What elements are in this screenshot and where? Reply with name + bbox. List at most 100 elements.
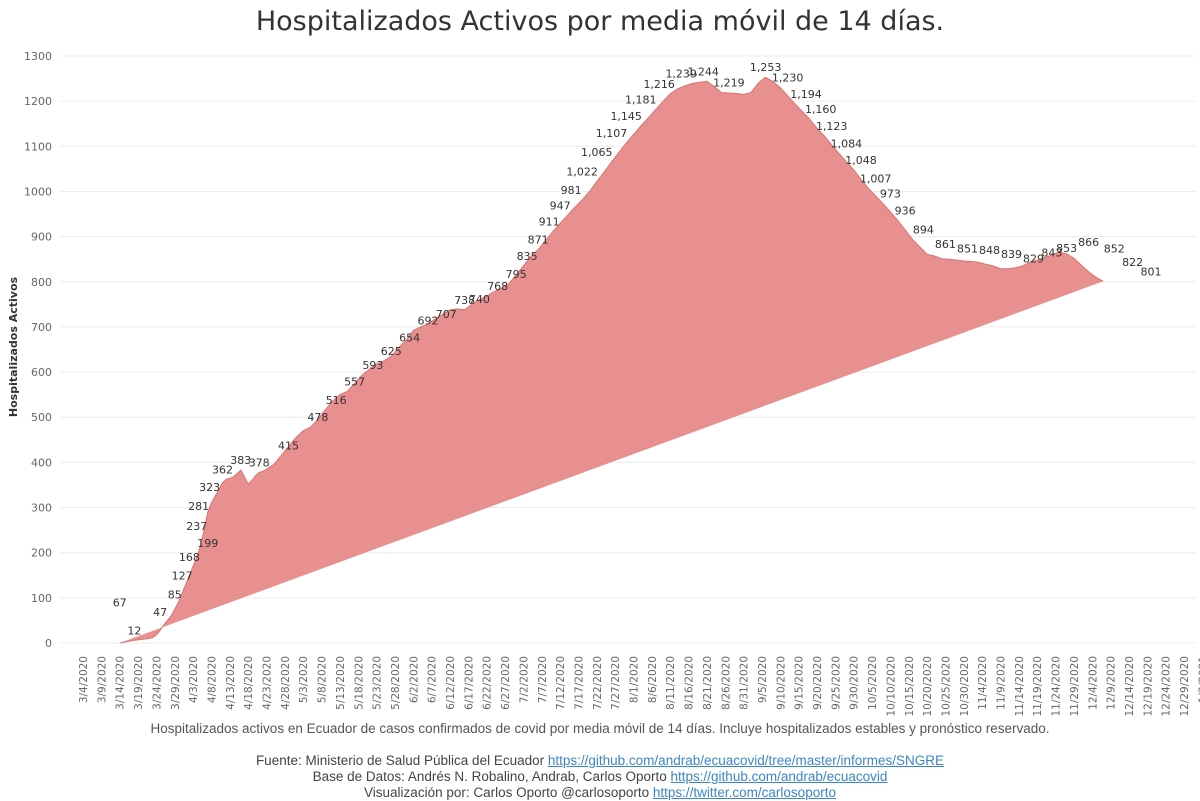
data-label: 936 <box>895 204 916 217</box>
database-link[interactable]: https://github.com/andrab/ecuacovid <box>670 769 888 784</box>
data-label: 1,123 <box>816 120 848 133</box>
data-label: 237 <box>186 520 207 533</box>
y-tick-label: 800 <box>31 276 52 289</box>
x-tick-label: 6/22/2020 <box>482 656 494 710</box>
x-tick-label: 6/17/2020 <box>463 656 475 710</box>
data-label: 1,145 <box>610 110 642 123</box>
x-tick-label: 9/10/2020 <box>775 656 787 710</box>
x-tick-label: 4/28/2020 <box>280 656 292 710</box>
x-tick-label: 4/18/2020 <box>243 656 255 710</box>
x-tick-label: 3/19/2020 <box>133 656 145 710</box>
data-label: 593 <box>362 359 383 372</box>
data-label: 973 <box>880 188 901 201</box>
data-label: 829 <box>1023 253 1044 266</box>
data-label: 1,216 <box>643 78 675 91</box>
x-tick-label: 8/1/2020 <box>629 656 641 703</box>
x-tick-label: 9/25/2020 <box>830 656 842 710</box>
x-tick-label: 11/24/2020 <box>1051 656 1063 717</box>
x-tick-label: 12/4/2020 <box>1087 656 1099 710</box>
data-label: 12 <box>127 624 141 637</box>
data-label: 1,181 <box>625 94 657 107</box>
data-label: 625 <box>381 345 402 358</box>
x-tick-label: 8/21/2020 <box>702 656 714 710</box>
data-label: 478 <box>307 411 328 424</box>
x-tick-label: 7/7/2020 <box>537 656 549 703</box>
x-tick-label: 6/7/2020 <box>427 656 439 703</box>
x-tick-label: 10/10/2020 <box>885 656 897 717</box>
data-label: 415 <box>278 440 299 453</box>
x-tick-label: 7/27/2020 <box>610 656 622 710</box>
x-tick-label: 5/8/2020 <box>317 656 329 703</box>
series-area <box>119 76 1104 644</box>
y-tick-label: 1100 <box>24 140 52 153</box>
data-label: 835 <box>517 250 538 263</box>
x-tick-label: 12/14/2020 <box>1124 656 1136 717</box>
source-link[interactable]: https://github.com/andrab/ecuacovid/tree… <box>547 753 945 768</box>
data-label: 822 <box>1122 256 1143 269</box>
data-label: 1,160 <box>805 103 837 116</box>
x-tick-label: 11/9/2020 <box>996 656 1008 710</box>
x-tick-label: 5/18/2020 <box>353 656 365 710</box>
data-label: 1,244 <box>687 65 719 78</box>
data-label: 911 <box>539 216 560 229</box>
x-tick-label: 4/13/2020 <box>225 656 237 710</box>
data-label: 866 <box>1078 236 1099 249</box>
x-tick-label: 12/19/2020 <box>1142 656 1154 717</box>
x-tick-label: 6/27/2020 <box>500 656 512 710</box>
data-label: 852 <box>1104 242 1125 255</box>
x-tick-label: 7/12/2020 <box>555 656 567 710</box>
y-tick-label: 1300 <box>24 50 52 63</box>
x-tick-label: 12/9/2020 <box>1106 656 1118 710</box>
data-label: 848 <box>979 244 1000 257</box>
data-label: 557 <box>344 376 365 389</box>
database-label: Base de Datos: Andrés N. Robalino, Andra… <box>312 769 667 784</box>
chart-title: Hospitalizados Activos por media móvil d… <box>255 6 945 37</box>
x-tick-label: 10/5/2020 <box>867 656 879 710</box>
y-tick-label: 500 <box>31 411 52 424</box>
data-label: 168 <box>179 551 200 564</box>
y-tick-label: 700 <box>31 321 52 334</box>
x-tick-label: 4/3/2020 <box>188 656 200 703</box>
x-tick-label: 3/14/2020 <box>115 656 127 710</box>
data-label: 281 <box>188 500 209 513</box>
x-tick-label: 11/19/2020 <box>1032 656 1044 717</box>
data-label: 738 <box>454 294 475 307</box>
data-label: 47 <box>153 606 167 619</box>
visualization-credit: Visualización por: Carlos Oporto @carlos… <box>0 785 1200 800</box>
x-tick-label: 5/13/2020 <box>335 656 347 710</box>
y-tick-label: 300 <box>31 502 52 515</box>
x-tick-label: 9/15/2020 <box>794 656 806 710</box>
x-tick-label: 10/30/2020 <box>959 656 971 717</box>
data-label: 795 <box>506 268 527 281</box>
data-label: 654 <box>399 332 420 345</box>
x-tick-label: 5/28/2020 <box>390 656 402 710</box>
data-label: 1,239 <box>665 68 697 81</box>
data-label: 1,065 <box>581 146 613 159</box>
x-tick-label: 8/6/2020 <box>647 656 659 703</box>
y-tick-label: 100 <box>31 592 52 605</box>
data-label: 853 <box>1056 242 1077 255</box>
source-label: Fuente: Ministerio de Salud Pública del … <box>255 753 545 768</box>
data-label: 981 <box>561 184 582 197</box>
visualization-label: Visualización por: Carlos Oporto @carlos… <box>364 785 650 800</box>
x-tick-label: 11/29/2020 <box>1069 656 1081 717</box>
x-tick-label: 8/26/2020 <box>720 656 732 710</box>
data-label: 378 <box>249 456 270 469</box>
x-tick-label: 12/24/2020 <box>1161 656 1173 717</box>
data-label: 1,253 <box>750 61 782 74</box>
data-label: 692 <box>418 315 439 328</box>
data-label: 801 <box>1141 265 1162 278</box>
chart-caption: Hospitalizados activos en Ecuador de cas… <box>150 721 1050 736</box>
data-label: 516 <box>326 394 347 407</box>
visualization-link[interactable]: https://twitter.com/carlosoporto <box>652 785 836 800</box>
data-label: 707 <box>436 308 457 321</box>
x-tick-label: 8/31/2020 <box>739 656 751 710</box>
x-tick-label: 12/29/2020 <box>1179 656 1191 717</box>
data-label: 1,084 <box>831 138 863 151</box>
data-label: 85 <box>168 589 182 602</box>
x-tick-label: 8/16/2020 <box>684 656 696 710</box>
data-label: 199 <box>197 537 218 550</box>
data-label: 947 <box>550 199 571 212</box>
data-label: 871 <box>528 234 549 247</box>
y-tick-label: 600 <box>31 366 52 379</box>
